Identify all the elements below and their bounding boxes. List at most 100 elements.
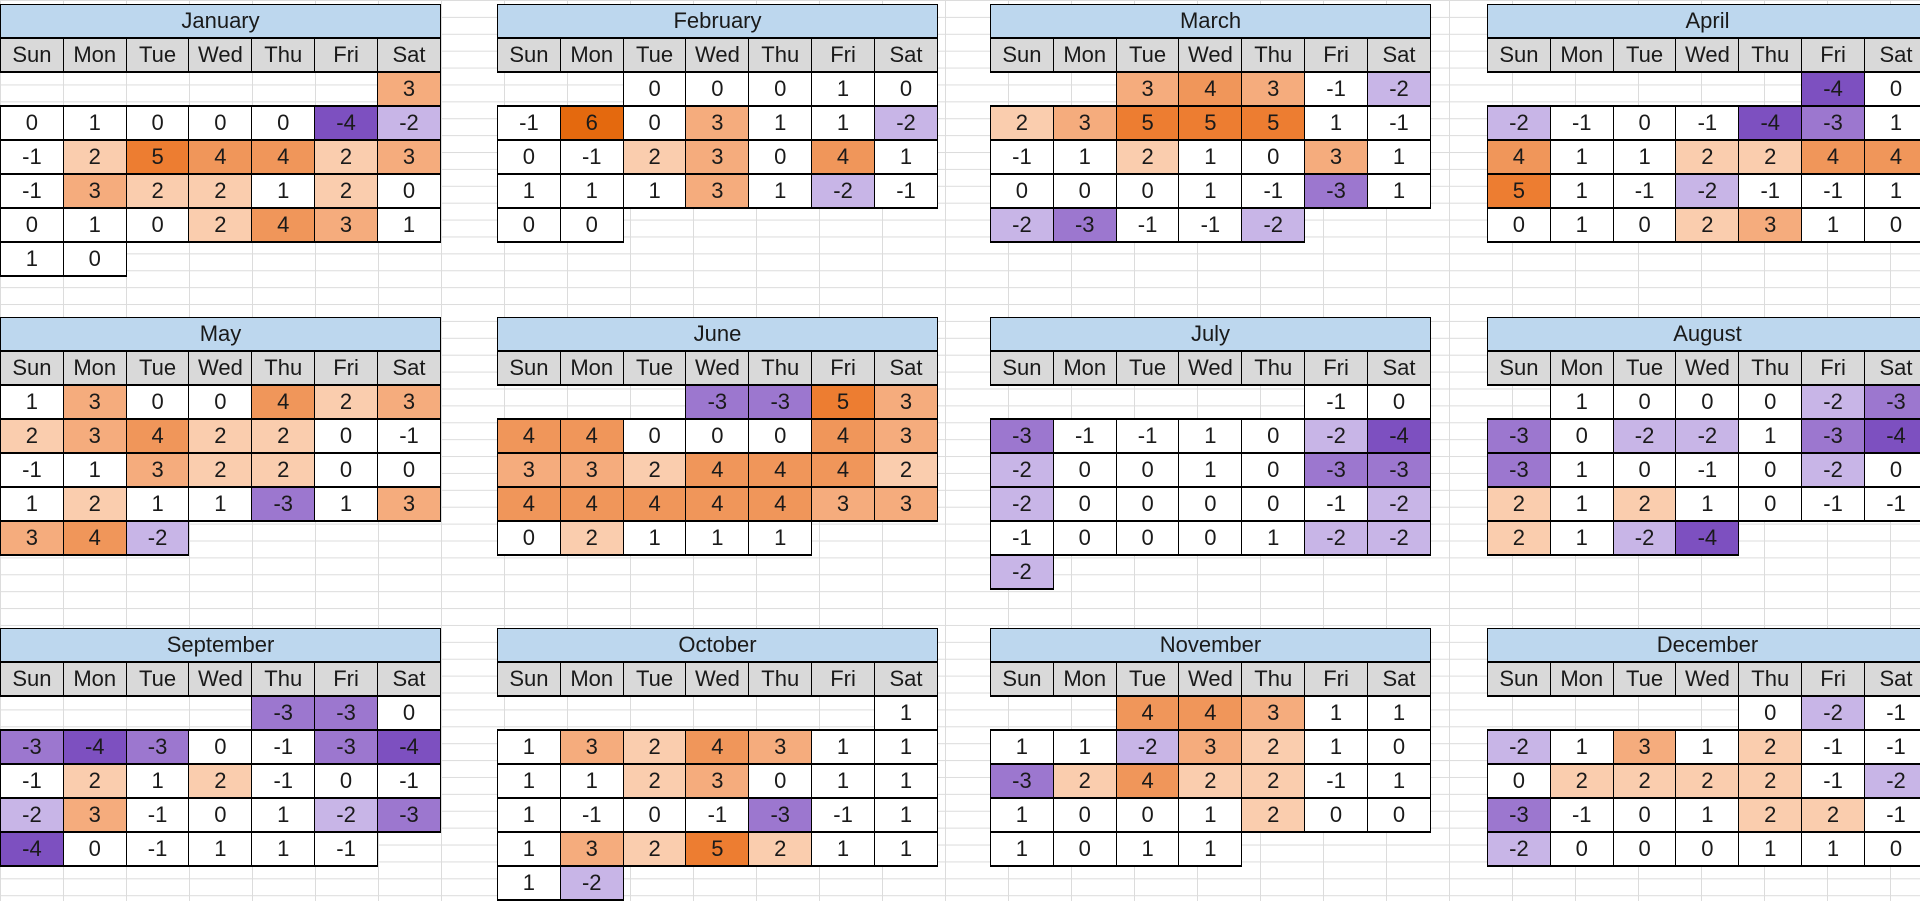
day-value-cell[interactable]: 3 [126, 453, 189, 487]
day-value-cell[interactable]: 1 [1613, 140, 1676, 174]
day-value-cell[interactable]: -1 [991, 140, 1054, 174]
day-value-cell[interactable]: 1 [874, 140, 937, 174]
day-value-cell[interactable]: 2 [63, 764, 126, 798]
day-value-cell[interactable]: -2 [874, 106, 937, 140]
day-value-cell[interactable]: 0 [1242, 453, 1305, 487]
month-title[interactable]: April [1488, 5, 1920, 39]
day-value-cell[interactable]: -3 [1864, 385, 1920, 419]
day-value-cell[interactable]: 3 [812, 487, 875, 521]
day-value-cell[interactable]: -3 [991, 764, 1054, 798]
day-value-cell[interactable]: -1 [1116, 419, 1179, 453]
day-value-cell[interactable]: 2 [623, 140, 686, 174]
day-value-cell[interactable]: 4 [1179, 696, 1242, 730]
day-value-cell[interactable]: 4 [623, 487, 686, 521]
day-value-cell[interactable]: 1 [252, 798, 315, 832]
day-value-cell[interactable]: -2 [1802, 385, 1865, 419]
day-value-cell[interactable]: 1 [252, 174, 315, 208]
day-value-cell[interactable]: 0 [560, 208, 623, 242]
day-value-cell[interactable]: -2 [1676, 419, 1739, 453]
day-value-cell[interactable]: 1 [1053, 140, 1116, 174]
day-value-cell[interactable]: 0 [1242, 140, 1305, 174]
day-header-fri[interactable]: Fri [1305, 351, 1368, 385]
day-value-cell[interactable]: 2 [189, 419, 252, 453]
day-value-cell[interactable]: 1 [126, 764, 189, 798]
day-value-cell[interactable]: 1 [315, 487, 378, 521]
day-value-cell[interactable]: -2 [1367, 487, 1430, 521]
day-value-cell[interactable]: 0 [1053, 832, 1116, 866]
day-value-cell[interactable]: 5 [1242, 106, 1305, 140]
day-value-cell[interactable]: 1 [1116, 832, 1179, 866]
day-value-cell[interactable]: 1 [1, 487, 64, 521]
day-header-thu[interactable]: Thu [1739, 662, 1802, 696]
day-value-cell[interactable]: 1 [991, 832, 1054, 866]
day-value-cell[interactable]: 1 [874, 798, 937, 832]
day-value-cell[interactable]: 2 [315, 140, 378, 174]
day-value-cell[interactable]: -2 [1802, 453, 1865, 487]
day-header-mon[interactable]: Mon [1550, 351, 1613, 385]
day-value-cell[interactable]: 0 [686, 419, 749, 453]
day-value-cell[interactable]: 0 [1, 106, 64, 140]
day-value-cell[interactable]: 3 [686, 106, 749, 140]
day-header-thu[interactable]: Thu [252, 38, 315, 72]
day-value-cell[interactable]: 3 [1739, 208, 1802, 242]
day-value-cell[interactable]: 1 [1367, 764, 1430, 798]
day-header-mon[interactable]: Mon [1053, 38, 1116, 72]
day-value-cell[interactable]: 2 [1739, 140, 1802, 174]
day-value-cell[interactable]: 3 [315, 208, 378, 242]
day-value-cell[interactable]: 4 [1802, 140, 1865, 174]
day-header-sun[interactable]: Sun [991, 662, 1054, 696]
day-value-cell[interactable]: 2 [1613, 764, 1676, 798]
day-header-tue[interactable]: Tue [1613, 662, 1676, 696]
day-value-cell[interactable]: -1 [1550, 798, 1613, 832]
day-value-cell[interactable]: 0 [1613, 208, 1676, 242]
day-value-cell[interactable]: -2 [991, 208, 1054, 242]
day-header-fri[interactable]: Fri [315, 662, 378, 696]
day-value-cell[interactable]: -1 [991, 521, 1054, 555]
day-value-cell[interactable]: 1 [874, 832, 937, 866]
day-value-cell[interactable]: 1 [1676, 730, 1739, 764]
day-value-cell[interactable]: -3 [1488, 798, 1551, 832]
day-value-cell[interactable]: 4 [1179, 72, 1242, 106]
day-value-cell[interactable]: 4 [686, 487, 749, 521]
day-value-cell[interactable]: -3 [252, 696, 315, 730]
day-value-cell[interactable]: -1 [1367, 106, 1430, 140]
day-header-sat[interactable]: Sat [1864, 351, 1920, 385]
day-value-cell[interactable]: -1 [252, 730, 315, 764]
day-value-cell[interactable]: 0 [1613, 385, 1676, 419]
day-value-cell[interactable]: 4 [749, 453, 812, 487]
day-header-fri[interactable]: Fri [1802, 662, 1865, 696]
day-header-sun[interactable]: Sun [498, 351, 561, 385]
day-value-cell[interactable]: 0 [1488, 764, 1551, 798]
day-value-cell[interactable]: 1 [63, 208, 126, 242]
day-value-cell[interactable]: 0 [1676, 832, 1739, 866]
day-value-cell[interactable]: -1 [874, 174, 937, 208]
day-value-cell[interactable]: 0 [498, 521, 561, 555]
day-value-cell[interactable]: 1 [749, 106, 812, 140]
day-value-cell[interactable]: 0 [1179, 521, 1242, 555]
day-value-cell[interactable]: -3 [1305, 453, 1368, 487]
day-value-cell[interactable]: 3 [63, 385, 126, 419]
day-value-cell[interactable]: 1 [1739, 419, 1802, 453]
day-value-cell[interactable]: -3 [1305, 174, 1368, 208]
day-value-cell[interactable]: -3 [749, 385, 812, 419]
day-value-cell[interactable]: 1 [874, 730, 937, 764]
day-value-cell[interactable]: -4 [377, 730, 440, 764]
day-value-cell[interactable]: 1 [1, 242, 64, 276]
day-value-cell[interactable]: 4 [1116, 696, 1179, 730]
day-value-cell[interactable]: -1 [126, 832, 189, 866]
day-value-cell[interactable]: 1 [126, 487, 189, 521]
day-value-cell[interactable]: -1 [1676, 453, 1739, 487]
day-value-cell[interactable]: 0 [1242, 419, 1305, 453]
day-value-cell[interactable]: -1 [1864, 730, 1920, 764]
day-header-mon[interactable]: Mon [1053, 662, 1116, 696]
day-value-cell[interactable]: 0 [1864, 832, 1920, 866]
day-value-cell[interactable]: 2 [560, 521, 623, 555]
day-value-cell[interactable]: 5 [1488, 174, 1551, 208]
day-value-cell[interactable]: 2 [623, 453, 686, 487]
day-value-cell[interactable]: 1 [1179, 832, 1242, 866]
day-value-cell[interactable]: -1 [1864, 798, 1920, 832]
day-header-sat[interactable]: Sat [377, 662, 440, 696]
day-value-cell[interactable]: -3 [991, 419, 1054, 453]
day-value-cell[interactable]: 3 [686, 174, 749, 208]
day-value-cell[interactable]: -2 [1242, 208, 1305, 242]
